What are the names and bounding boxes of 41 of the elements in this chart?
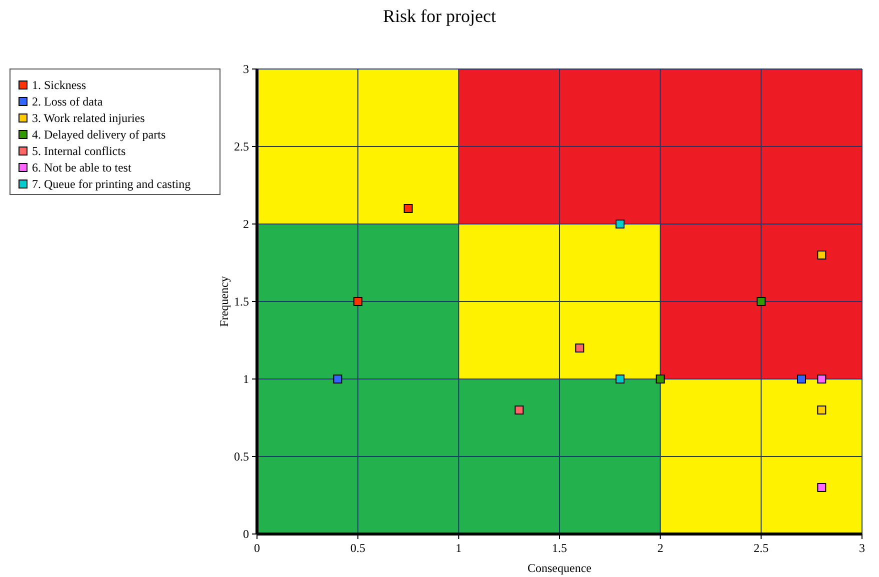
y-tick-label: 1	[243, 372, 249, 386]
legend-label: 7. Queue for printing and casting	[32, 177, 191, 191]
legend-label: 1. Sickness	[32, 78, 86, 92]
y-axis-title: Frequency	[217, 276, 231, 327]
point	[333, 374, 342, 384]
y-tick-label: 0	[243, 527, 249, 541]
y-tick-label: 3	[243, 62, 249, 76]
x-tick-label: 0.5	[350, 541, 366, 555]
x-tick-label: 1.5	[552, 541, 567, 555]
x-axis-title: Consequence	[528, 561, 592, 575]
legend-label: 2. Loss of data	[32, 94, 104, 108]
point	[817, 374, 826, 384]
x-tick-label: 3	[859, 541, 865, 555]
x-tick-label: 0	[254, 541, 260, 555]
point	[514, 406, 524, 414]
y-tick-label: 2	[243, 217, 249, 231]
chart-title: Risk for project	[383, 6, 496, 26]
point	[797, 374, 806, 384]
legend-label: 5. Internal conflicts	[32, 144, 126, 158]
y-tick-label: 0.5	[234, 450, 249, 464]
y-tick-label: 1.5	[234, 294, 249, 308]
legend-label: 4. Delayed delivery of parts	[32, 128, 166, 142]
point	[616, 374, 624, 384]
x-tick-label: 1	[456, 541, 462, 555]
point	[756, 297, 766, 306]
point	[817, 250, 826, 260]
legend-label: 6. Not be able to test	[32, 160, 132, 174]
point	[404, 204, 413, 213]
bar	[458, 224, 660, 379]
legend-label: 3. Work related injuries	[32, 111, 146, 125]
point	[817, 483, 826, 492]
point	[575, 344, 584, 352]
bar	[257, 69, 459, 224]
point	[817, 406, 826, 414]
point	[656, 374, 665, 384]
y-tick-label: 2.5	[234, 140, 249, 154]
x-tick-label: 2	[657, 541, 664, 555]
x-tick-label: 2.5	[754, 541, 769, 555]
point	[353, 297, 362, 306]
point	[616, 220, 624, 228]
bar	[660, 379, 862, 534]
